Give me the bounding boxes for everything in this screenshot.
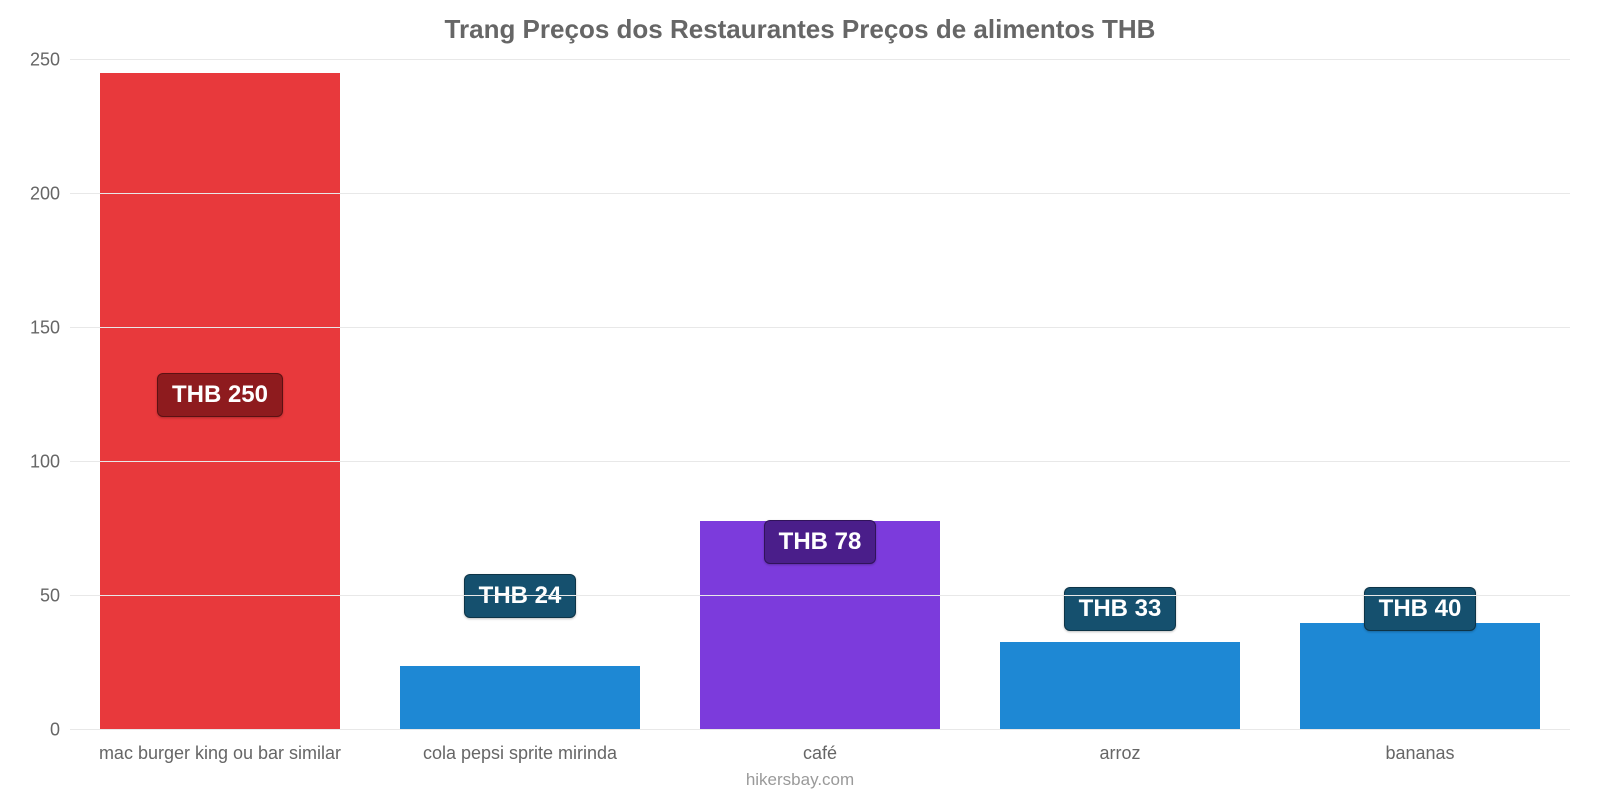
y-tick-label: 0 <box>50 720 70 741</box>
gridline <box>70 193 1570 194</box>
plot-area: THB 250THB 24THB 78THB 33THB 40 05010015… <box>70 60 1570 730</box>
bar-slot: THB 40 <box>1270 60 1570 730</box>
value-badge-wrap: THB 40 <box>1270 587 1570 631</box>
bars-row: THB 250 THB 24 THB 78 THB 33 THB 40 <box>70 60 1570 730</box>
gridline <box>70 729 1570 730</box>
value-badge-wrap: THB 33 <box>970 587 1270 631</box>
bar <box>1000 642 1240 730</box>
value-badge: THB 40 <box>1364 587 1477 631</box>
gridline <box>70 327 1570 328</box>
value-badge: THB 78 <box>764 520 877 564</box>
y-tick-label: 100 <box>30 452 70 473</box>
value-badge: THB 33 <box>1064 587 1177 631</box>
bar <box>1300 623 1540 730</box>
y-tick-label: 250 <box>30 50 70 71</box>
bar-slot: THB 78 <box>670 60 970 730</box>
gridline <box>70 59 1570 60</box>
value-badge: THB 250 <box>157 373 283 417</box>
x-axis-label: café <box>670 743 970 764</box>
value-badge-wrap: THB 250 <box>70 373 370 417</box>
value-badge: THB 24 <box>464 574 577 618</box>
y-tick-label: 200 <box>30 184 70 205</box>
bar <box>400 666 640 730</box>
x-axis-label: cola pepsi sprite mirinda <box>370 743 670 764</box>
bar-slot: THB 24 <box>370 60 670 730</box>
y-tick-label: 50 <box>40 586 70 607</box>
x-axis-label: mac burger king ou bar similar <box>70 743 370 764</box>
chart-title: Trang Preços dos Restaurantes Preços de … <box>0 0 1600 53</box>
credit-text: hikersbay.com <box>0 770 1600 790</box>
gridline <box>70 595 1570 596</box>
x-axis-labels: mac burger king ou bar similarcola pepsi… <box>70 743 1570 764</box>
chart-area: THB 250THB 24THB 78THB 33THB 40 05010015… <box>70 60 1570 730</box>
value-badge-wrap: THB 78 <box>670 520 970 564</box>
bar-slot: THB 250 <box>70 60 370 730</box>
y-tick-label: 150 <box>30 318 70 339</box>
value-badge-wrap: THB 24 <box>370 574 670 618</box>
gridline <box>70 461 1570 462</box>
x-axis-label: bananas <box>1270 743 1570 764</box>
x-axis-label: arroz <box>970 743 1270 764</box>
bar-slot: THB 33 <box>970 60 1270 730</box>
